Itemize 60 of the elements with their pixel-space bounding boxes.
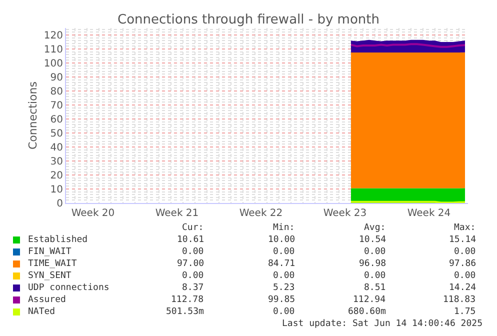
y-tick-label: 120 — [44, 30, 63, 42]
text: Avg: — [364, 223, 386, 233]
legend-label: FIN_WAIT — [28, 247, 72, 257]
legend-label: TIME_WAIT — [28, 259, 78, 269]
chart-title: Connections through firewall - by month — [118, 12, 380, 28]
y-tick-label: 10 — [50, 184, 63, 196]
text: 8.37 — [182, 283, 204, 293]
x-tick-label: Week 24 — [407, 208, 451, 219]
text: 0.00 — [273, 247, 295, 257]
y-tick-label: 80 — [50, 86, 63, 98]
text: 112.78 — [171, 295, 204, 305]
x-tick-label: Week 20 — [71, 208, 115, 219]
text: 14.24 — [449, 283, 476, 293]
text: 0.00 — [182, 271, 204, 281]
text: Last update: Sat Jun 14 14:00:46 2025 — [282, 319, 482, 329]
y-tick-label: 20 — [50, 170, 63, 182]
x-tick-label: Week 23 — [323, 208, 367, 219]
y-tick-label: 60 — [50, 114, 63, 126]
y-axis-title: Connections — [26, 81, 40, 150]
y-tick-label: 30 — [50, 156, 63, 168]
text: 0.00 — [364, 247, 386, 257]
text: 84.71 — [268, 259, 296, 269]
text: 0.00 — [454, 247, 476, 257]
y-tick-label: 40 — [50, 142, 63, 154]
text: 1.75 — [454, 307, 476, 317]
text: 97.00 — [177, 259, 204, 269]
text: 501.53m — [166, 307, 204, 317]
y-tick-label: 50 — [50, 128, 63, 140]
text: 0.00 — [273, 307, 295, 317]
y-tick-label: 70 — [50, 100, 63, 112]
y-tick-label: 100 — [44, 58, 63, 70]
legend-label: UDP connections — [28, 283, 110, 293]
text: 99.85 — [268, 295, 296, 305]
text: Max: — [454, 223, 476, 233]
y-tick-label: 90 — [50, 72, 63, 84]
text: Min: — [273, 223, 295, 233]
legend-label: Established — [28, 235, 88, 245]
y-tick-label: 0 — [56, 198, 63, 210]
text: 118.83 — [443, 295, 476, 305]
x-tick-label: Week 21 — [155, 208, 199, 219]
legend-label: NATed — [28, 307, 56, 317]
text: 97.86 — [449, 259, 476, 269]
text: 0.00 — [364, 271, 386, 281]
text: 0.00 — [182, 247, 204, 257]
text: 96.98 — [359, 259, 386, 269]
text: 10.00 — [268, 235, 296, 245]
legend-label: SYN_SENT — [28, 271, 72, 281]
text: 10.54 — [359, 235, 386, 245]
text: Cur: — [182, 223, 204, 233]
text: 0.00 — [273, 271, 295, 281]
x-tick-label: Week 22 — [239, 208, 283, 219]
text: 0.00 — [454, 271, 476, 281]
text: 680.60m — [348, 307, 386, 317]
text: 5.23 — [273, 283, 295, 293]
text: 8.51 — [364, 283, 386, 293]
y-tick-label: 110 — [44, 44, 63, 56]
text: 10.61 — [177, 235, 204, 245]
legend-label: Assured — [28, 295, 66, 305]
text: 15.14 — [449, 235, 476, 245]
text: 112.94 — [353, 295, 386, 305]
